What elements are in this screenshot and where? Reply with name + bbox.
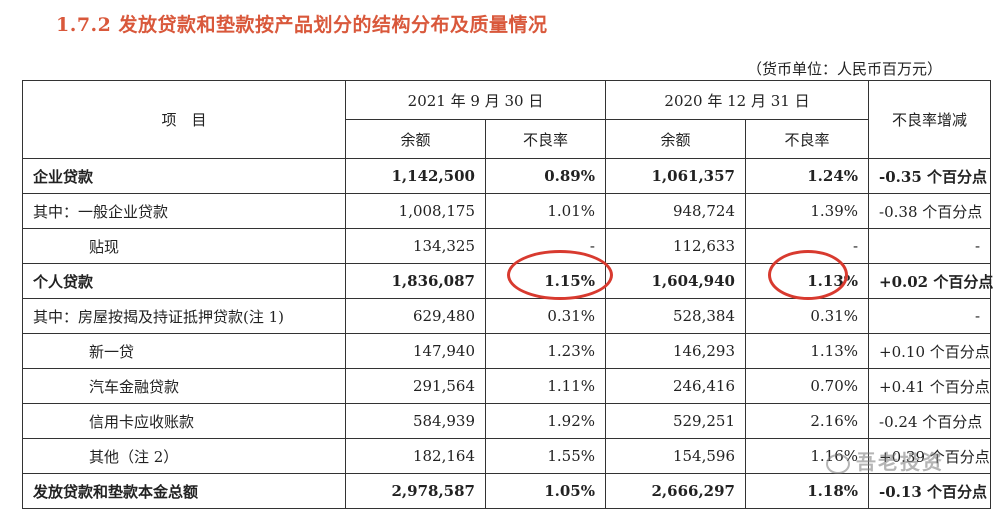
- npl-change: -: [868, 228, 992, 264]
- table-row: 其他（注 2） 182,164 1.55% 154,596 1.16% +0.3…: [22, 438, 992, 474]
- section-title: 1.7.2 发放贷款和垫款按产品划分的结构分布及质量情况: [56, 14, 548, 36]
- row-label: 个人贷款: [22, 263, 346, 299]
- table-row: 新一贷 147,940 1.23% 146,293 1.13% +0.10 个百…: [22, 333, 992, 369]
- npl-2020: 2.16%: [744, 403, 870, 439]
- table-row: 其中：房屋按揭及持证抵押贷款(注 1) 629,480 0.31% 528,38…: [22, 298, 992, 334]
- table-row: 发放贷款和垫款本金总额 2,978,587 1.05% 2,666,297 1.…: [22, 473, 992, 509]
- balance-2021: 629,480: [345, 298, 486, 334]
- header-item: 项 目: [22, 80, 346, 159]
- table-row: 贴现 134,325 - 112,633 - -: [22, 228, 992, 264]
- header-balance-2020: 余额: [605, 119, 746, 159]
- balance-2021: 1,008,175: [345, 193, 486, 229]
- npl-2021: 0.31%: [485, 298, 606, 334]
- npl-2020: 1.24%: [744, 158, 870, 194]
- header-npl-2020: 不良率: [744, 119, 870, 159]
- row-label: 发放贷款和垫款本金总额: [22, 473, 346, 509]
- watermark-text: 吾老投资: [856, 450, 944, 474]
- balance-2021: 291,564: [345, 368, 486, 404]
- npl-change: -: [868, 298, 992, 334]
- npl-2021: 0.89%: [485, 158, 606, 194]
- table-row: 汽车金融贷款 291,564 1.11% 246,416 0.70% +0.41…: [22, 368, 992, 404]
- row-label: 企业贷款: [22, 158, 346, 194]
- balance-2020: 529,251: [605, 403, 746, 439]
- npl-2021: 1.15%: [485, 263, 606, 299]
- npl-2021: 1.92%: [485, 403, 606, 439]
- balance-2020: 146,293: [605, 333, 746, 369]
- npl-2021: 1.11%: [485, 368, 606, 404]
- npl-2020: 1.39%: [744, 193, 870, 229]
- npl-change: -0.35 个百分点: [868, 158, 992, 194]
- balance-2021: 147,940: [345, 333, 486, 369]
- header-npl-2021: 不良率: [485, 119, 606, 159]
- npl-2020: -: [744, 228, 870, 264]
- row-label: 其中：一般企业贷款: [22, 193, 346, 229]
- row-label: 其他（注 2）: [22, 438, 346, 474]
- table-row: 信用卡应收账款 584,939 1.92% 529,251 2.16% -0.2…: [22, 403, 992, 439]
- npl-change: -0.24 个百分点: [868, 403, 992, 439]
- npl-2021: 1.23%: [485, 333, 606, 369]
- table-row: 个人贷款 1,836,087 1.15% 1,604,940 1.13% +0.…: [22, 263, 993, 299]
- loan-structure-table: 项 目 2021 年 9 月 30 日 2020 年 12 月 31 日 不良率…: [22, 80, 993, 509]
- balance-2021: 584,939: [345, 403, 486, 439]
- npl-2020: 1.13%: [744, 333, 870, 369]
- row-label: 贴现: [22, 228, 346, 264]
- wechat-icon: [826, 453, 850, 474]
- row-label: 信用卡应收账款: [22, 403, 346, 439]
- npl-2020: 0.31%: [744, 298, 870, 334]
- npl-change: +0.02 个百分点: [868, 263, 993, 299]
- npl-2021: 1.05%: [485, 473, 606, 509]
- row-label: 汽车金融贷款: [22, 368, 346, 404]
- npl-change: +0.41 个百分点: [868, 368, 992, 404]
- header-date-2021: 2021 年 9 月 30 日: [345, 80, 606, 120]
- npl-change: +0.10 个百分点: [868, 333, 992, 369]
- npl-change: -0.38 个百分点: [868, 193, 992, 229]
- balance-2020: 112,633: [605, 228, 746, 264]
- currency-unit: （货币单位：人民币百万元）: [746, 60, 942, 78]
- balance-2020: 1,061,357: [605, 158, 746, 194]
- header-date-2020: 2020 年 12 月 31 日: [604, 80, 870, 120]
- balance-2020: 948,724: [605, 193, 746, 229]
- balance-2021: 182,164: [345, 438, 486, 474]
- balance-2020: 2,666,297: [605, 473, 746, 509]
- balance-2021: 2,978,587: [345, 473, 486, 509]
- npl-2020: 1.13%: [744, 263, 870, 299]
- balance-2021: 134,325: [345, 228, 486, 264]
- npl-change: +0.39 个百分点: [868, 438, 992, 474]
- header-balance-2021: 余额: [345, 119, 486, 159]
- row-label: 新一贷: [22, 333, 346, 369]
- npl-2021: 1.01%: [485, 193, 606, 229]
- balance-2020: 246,416: [605, 368, 746, 404]
- table-row: 企业贷款 1,142,500 0.89% 1,061,357 1.24% -0.…: [22, 158, 992, 194]
- npl-2020: 1.18%: [744, 473, 870, 509]
- balance-2021: 1,836,087: [345, 263, 486, 299]
- balance-2020: 154,596: [605, 438, 746, 474]
- watermark: 吾老投资: [826, 446, 944, 475]
- table-row: 其中：一般企业贷款 1,008,175 1.01% 948,724 1.39% …: [22, 193, 992, 229]
- npl-2021: 1.55%: [485, 438, 606, 474]
- balance-2020: 528,384: [605, 298, 746, 334]
- balance-2020: 1,604,940: [605, 263, 746, 299]
- npl-2021: -: [485, 228, 606, 264]
- row-label: 其中：房屋按揭及持证抵押贷款(注 1): [22, 298, 346, 334]
- npl-2020: 0.70%: [744, 368, 870, 404]
- header-npl-change: 不良率增减: [868, 80, 992, 159]
- npl-change: -0.13 个百分点: [868, 473, 992, 509]
- balance-2021: 1,142,500: [345, 158, 486, 194]
